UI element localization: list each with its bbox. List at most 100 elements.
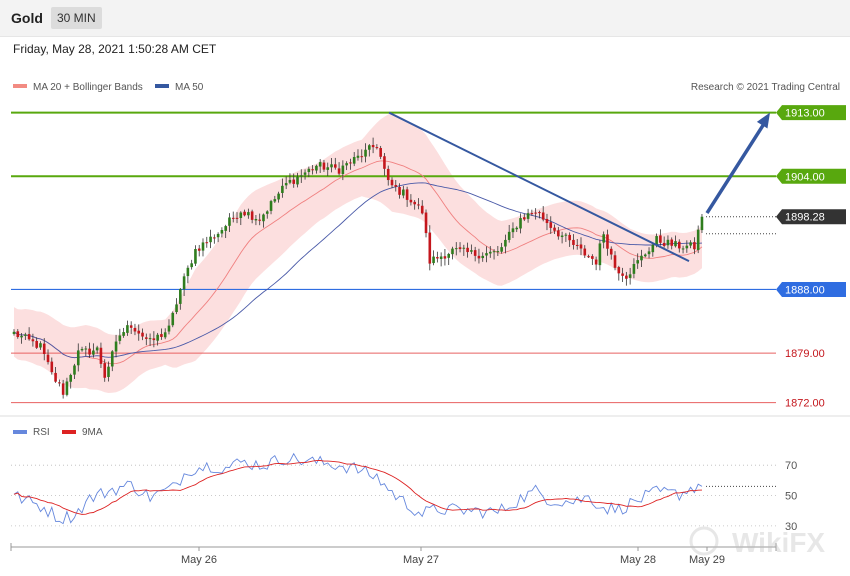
candle (413, 200, 416, 210)
candle (345, 161, 348, 171)
rsi-legend-label: RSI (33, 427, 50, 438)
candle (383, 152, 386, 176)
candle (375, 144, 379, 150)
candle (598, 240, 602, 271)
candle (360, 149, 364, 163)
rsi-ma-legend-swatch (62, 430, 76, 434)
candle (447, 252, 450, 266)
candle (80, 346, 84, 352)
candle (58, 379, 61, 387)
candle (175, 298, 178, 315)
rsi-tick-30: 30 (785, 521, 797, 533)
candle (107, 361, 110, 382)
candle (50, 357, 54, 375)
candle (587, 254, 590, 258)
candle (311, 165, 314, 175)
candles (12, 137, 704, 399)
candle (492, 249, 496, 260)
candle (92, 343, 95, 358)
candle (662, 236, 666, 248)
candle (269, 199, 273, 215)
candle (700, 213, 704, 234)
candle (39, 341, 42, 350)
current-price-tag (776, 209, 846, 225)
candle (606, 229, 609, 256)
candle (315, 164, 318, 174)
x-tick-label: May 29 (689, 554, 725, 566)
candle (182, 273, 186, 296)
candle (402, 185, 405, 199)
current-price-label: 1898.28 (785, 212, 825, 224)
candle (443, 248, 447, 266)
timeframe-badge[interactable]: 30 MIN (51, 7, 102, 29)
candle (299, 169, 303, 183)
candle (470, 244, 473, 255)
candle (20, 333, 23, 344)
level-label-1904-00: 1904.00 (785, 171, 825, 183)
candle (386, 165, 390, 186)
candle (398, 183, 401, 199)
candle (31, 333, 35, 347)
candle (541, 206, 545, 222)
candle (216, 232, 220, 243)
candle (436, 251, 439, 263)
top-bar: Gold 30 MIN (0, 0, 850, 37)
candle (659, 229, 662, 246)
candle (228, 213, 231, 232)
candle (190, 259, 193, 270)
candle (632, 258, 636, 279)
candle (334, 157, 337, 170)
level-tag-1913-00 (776, 105, 846, 121)
candle (670, 237, 674, 250)
candle (473, 246, 477, 262)
candle (141, 328, 144, 341)
candle (538, 210, 541, 219)
candle (167, 319, 171, 335)
candle (27, 327, 31, 341)
candle (466, 242, 469, 258)
candle (417, 198, 420, 210)
candle (613, 251, 617, 271)
candle (643, 253, 647, 258)
candle (35, 337, 38, 349)
candle (485, 246, 488, 263)
candle (292, 173, 296, 188)
candle (617, 265, 621, 281)
candle (250, 209, 254, 224)
candle (409, 194, 413, 206)
candle (16, 329, 20, 339)
trend-annotations (388, 111, 770, 263)
level-label-1913-00: 1913.00 (785, 108, 825, 120)
candle (432, 250, 435, 266)
candle (496, 245, 500, 257)
candle (575, 238, 579, 250)
rsi-ma-line (13, 460, 703, 515)
candle (213, 234, 216, 244)
candle (247, 208, 250, 219)
candle (95, 345, 99, 354)
ma50-line (13, 182, 703, 359)
level-tag-1904-00 (776, 168, 846, 184)
candle (681, 245, 685, 254)
candle (99, 342, 103, 369)
candle (677, 239, 681, 253)
candle (507, 224, 511, 243)
ma20-line (13, 160, 703, 365)
candle (628, 267, 632, 285)
candle (511, 222, 515, 238)
candle (145, 333, 148, 346)
candle (572, 234, 575, 250)
candle (458, 242, 462, 253)
level-label-1879-00: 1879.00 (785, 348, 825, 360)
candle (674, 235, 677, 248)
candle (322, 160, 326, 172)
candle (371, 137, 375, 154)
candle (504, 234, 507, 254)
candle (76, 343, 80, 372)
candle (239, 211, 243, 226)
candle (179, 288, 182, 310)
candle (303, 169, 307, 180)
candle (394, 179, 398, 192)
candle (220, 227, 224, 238)
candle (258, 213, 261, 226)
